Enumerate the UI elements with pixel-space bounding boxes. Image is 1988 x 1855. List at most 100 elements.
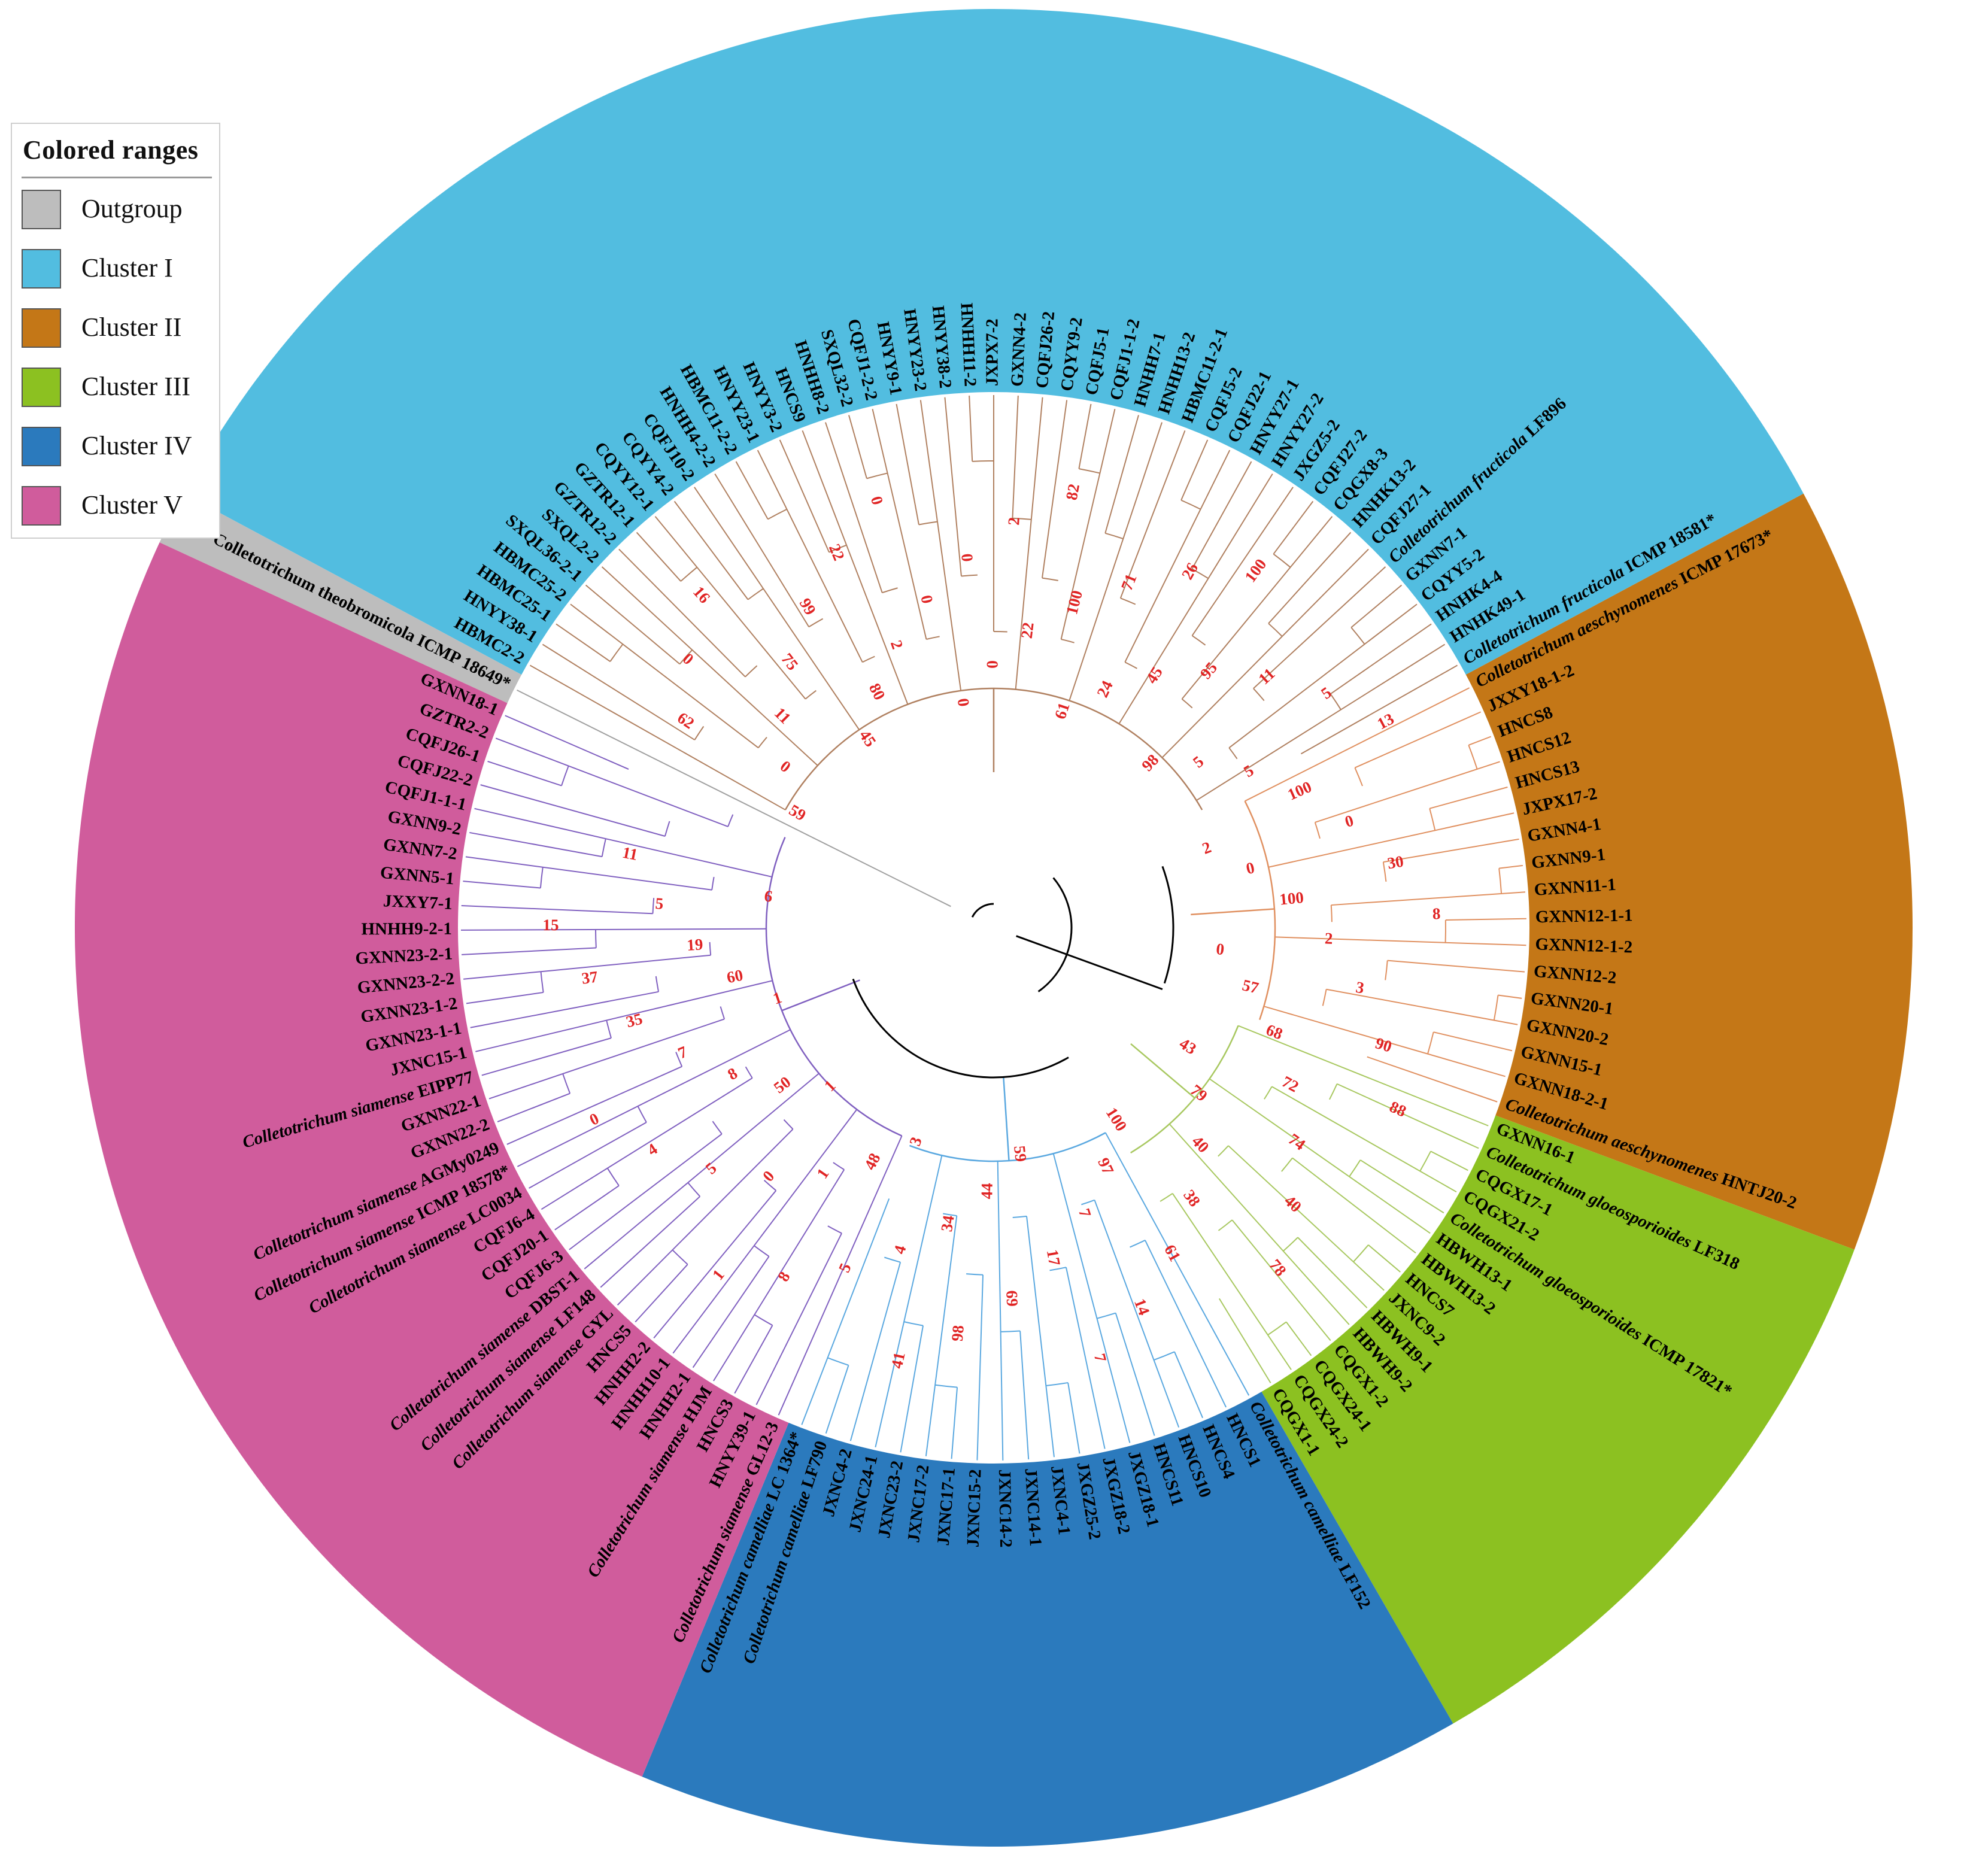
node-arc-cluster2 bbox=[1330, 904, 1333, 922]
branch-cluster2 bbox=[1315, 761, 1500, 823]
tip-label: GXNN12-1-1 bbox=[1535, 906, 1633, 927]
legend-title: Colored ranges bbox=[23, 135, 199, 165]
clade-stem-cluster2 bbox=[1191, 908, 1275, 916]
node-arc-cluster5 bbox=[783, 1119, 794, 1130]
tip-label: HNHH9-2-1 bbox=[361, 919, 452, 939]
node-arc-cluster5 bbox=[664, 821, 670, 837]
branch-cluster3 bbox=[1168, 1124, 1350, 1325]
tip-label: JXPX7-2 bbox=[983, 318, 1002, 386]
branch-cluster3 bbox=[1271, 1086, 1457, 1193]
branch-cluster1 bbox=[1012, 395, 1019, 518]
node-arc-cluster3 bbox=[1281, 1157, 1293, 1172]
branch-cluster2 bbox=[1383, 838, 1519, 863]
clade-stem-cluster4 bbox=[1003, 1077, 1010, 1161]
branch-cluster5 bbox=[463, 954, 711, 980]
tip-label: JXXY7-1 bbox=[383, 891, 453, 913]
branch-cluster5 bbox=[461, 928, 767, 931]
branch-cluster3 bbox=[1171, 1193, 1292, 1370]
branch-cluster1 bbox=[1069, 422, 1163, 701]
branch-cluster4 bbox=[1052, 1153, 1131, 1443]
tree-branches bbox=[461, 395, 1526, 1461]
node-arc-cluster1 bbox=[862, 655, 875, 663]
branch-cluster1 bbox=[714, 473, 810, 627]
branch-cluster4 bbox=[875, 1155, 943, 1448]
node-arc-cluster3 bbox=[1218, 1145, 1229, 1157]
branch-cluster5 bbox=[529, 1122, 647, 1189]
tip-label: JXNC14-2 bbox=[995, 1470, 1015, 1548]
branch-cluster1 bbox=[570, 603, 759, 749]
legend-label-cluster-1: Cluster I bbox=[81, 253, 173, 283]
branch-cluster1 bbox=[735, 461, 769, 520]
branch-cluster1 bbox=[1180, 439, 1209, 501]
branch-cluster5 bbox=[517, 1029, 791, 1167]
node-arc-cluster3 bbox=[1218, 1219, 1233, 1231]
branch-cluster1 bbox=[896, 403, 919, 525]
tip-label: GXNN4-2 bbox=[1007, 312, 1030, 387]
branch-cluster1 bbox=[1078, 403, 1092, 469]
branch-cluster5 bbox=[713, 1169, 845, 1382]
branch-cluster1 bbox=[1273, 500, 1314, 555]
node-arc-cluster4 bbox=[1012, 1215, 1027, 1218]
node-arc-cluster5 bbox=[727, 814, 734, 827]
bootstrap-value: 17 bbox=[1043, 1248, 1064, 1267]
branch-cluster2 bbox=[1264, 1006, 1506, 1077]
node-arc-cluster5 bbox=[745, 1066, 753, 1079]
branch-cluster1 bbox=[585, 584, 681, 665]
branch-cluster1 bbox=[757, 450, 863, 663]
branch-cluster1 bbox=[1104, 415, 1139, 534]
branch-cluster3 bbox=[1238, 1025, 1489, 1127]
branch-cluster4 bbox=[849, 1262, 902, 1441]
branch-cluster5 bbox=[653, 1190, 777, 1338]
bootstrap-value: 34 bbox=[937, 1214, 958, 1232]
legend-swatch-cluster-1 bbox=[22, 249, 61, 289]
branch-cluster1 bbox=[1300, 664, 1458, 755]
branch-cluster2 bbox=[1498, 994, 1522, 999]
branch-cluster5 bbox=[541, 1077, 753, 1210]
branch-cluster1 bbox=[779, 439, 830, 553]
bootstrap-value: 22 bbox=[1018, 621, 1037, 639]
branch-cluster2 bbox=[1499, 864, 1523, 869]
node-arc-cluster5 bbox=[712, 1121, 723, 1135]
branch-cluster1 bbox=[1253, 566, 1386, 689]
branch-cluster5 bbox=[480, 784, 666, 837]
branch-cluster2 bbox=[1429, 787, 1508, 809]
branch-cluster4 bbox=[1094, 1200, 1180, 1428]
branch-cluster5 bbox=[463, 881, 541, 889]
node-arc-cluster1 bbox=[745, 665, 758, 678]
node-arc-cluster2 bbox=[1354, 767, 1363, 787]
branch-cluster1 bbox=[1124, 450, 1231, 663]
branch-cluster4 bbox=[1026, 1216, 1055, 1458]
branch-cluster1 bbox=[542, 643, 695, 740]
bootstrap-value: 0 bbox=[917, 594, 936, 605]
branch-cluster2 bbox=[1468, 736, 1492, 746]
node-arc-cluster1 bbox=[961, 574, 978, 577]
branch-cluster5 bbox=[497, 1092, 570, 1122]
branch-cluster1 bbox=[556, 623, 611, 662]
branch-cluster5 bbox=[475, 980, 773, 1052]
branch-cluster1 bbox=[530, 664, 786, 810]
node-arc-cluster1 bbox=[694, 725, 705, 740]
branch-cluster5 bbox=[495, 737, 729, 827]
bootstrap-value: 41 bbox=[888, 1350, 909, 1370]
branch-cluster2 bbox=[1245, 687, 1470, 802]
bootstrap-value: 6 bbox=[763, 886, 773, 906]
bootstrap-value: 82 bbox=[1063, 482, 1083, 502]
bootstrap-value: 3 bbox=[1355, 978, 1365, 997]
branch-cluster5 bbox=[469, 831, 602, 858]
branch-cluster1 bbox=[919, 400, 962, 691]
node-arc-cluster4 bbox=[1081, 1199, 1095, 1206]
node-arc-cluster2 bbox=[1314, 822, 1321, 839]
branch-cluster5 bbox=[470, 991, 659, 1028]
branch-cluster1 bbox=[1330, 623, 1432, 695]
tip-label: GXNN12-1-2 bbox=[1535, 934, 1633, 957]
branch-cluster5 bbox=[487, 760, 562, 787]
backbone-arc bbox=[971, 903, 994, 918]
branch-cluster1 bbox=[1350, 584, 1403, 629]
legend: Colored ranges Outgroup Cluster I Cluste… bbox=[11, 123, 220, 539]
node-arc-cluster2 bbox=[1382, 862, 1387, 882]
node-arc-cluster1 bbox=[972, 460, 994, 462]
branch-cluster3 bbox=[1209, 1078, 1431, 1234]
node-arc-cluster4 bbox=[966, 1273, 984, 1276]
branch-cluster4 bbox=[900, 1325, 924, 1453]
